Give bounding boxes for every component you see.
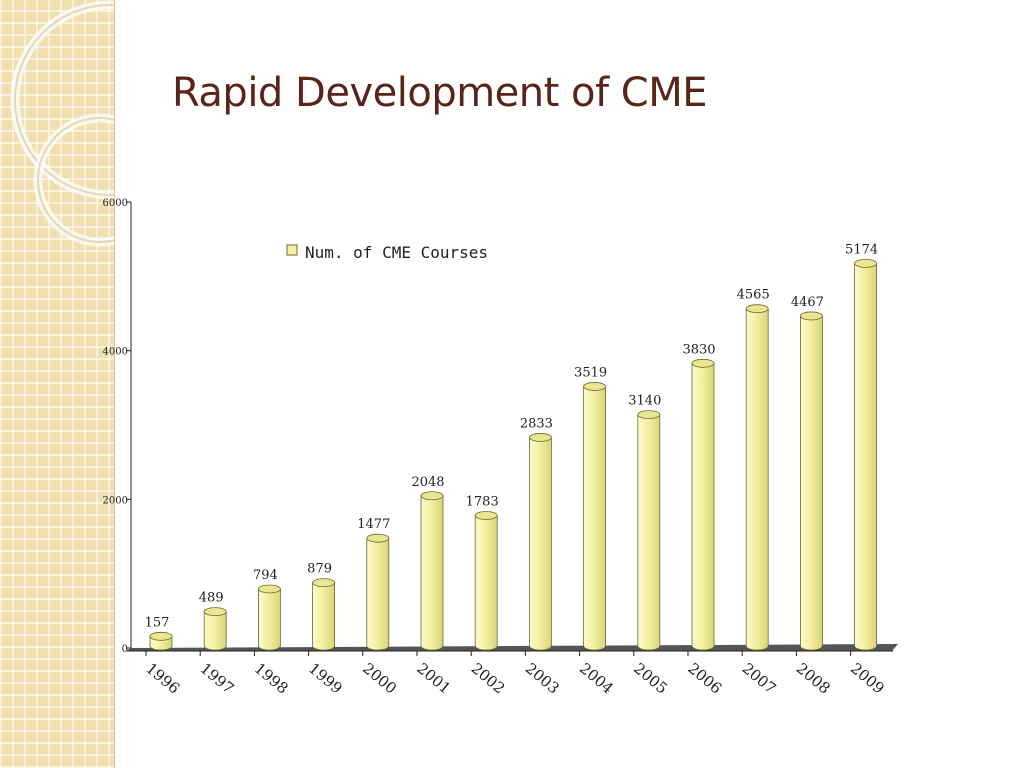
bar-top — [312, 578, 336, 588]
y-tick-label: 2000 — [103, 495, 128, 506]
bars — [149, 258, 877, 651]
bar — [474, 515, 498, 651]
y-tick-label: 6000 — [103, 198, 128, 209]
x-tick-label: 2003 — [522, 659, 563, 697]
x-tick-label: 2002 — [468, 659, 509, 697]
bar-top — [203, 607, 227, 617]
data-label: 489 — [199, 591, 224, 606]
data-label: 3140 — [628, 394, 661, 409]
data-label: 879 — [307, 562, 332, 577]
x-tick-label: 2008 — [793, 659, 834, 697]
x-tick-label: 1999 — [305, 659, 346, 697]
data-label: 3519 — [574, 365, 607, 380]
bar-top — [583, 382, 606, 391]
decorative-rings-icon — [10, 0, 114, 247]
bar-top — [637, 410, 661, 419]
x-tick-label: 1997 — [197, 659, 238, 697]
bar — [203, 611, 227, 651]
bar — [637, 414, 661, 651]
bar — [691, 362, 715, 651]
bar — [800, 315, 823, 651]
data-label: 1477 — [357, 517, 390, 532]
data-label: 2833 — [520, 416, 553, 431]
bar — [312, 582, 335, 651]
bar-top — [257, 584, 281, 594]
y-tick-label: 4000 — [103, 347, 128, 358]
data-labels: 157 489 794 879 1477 2048 1783 2833 3519 3140 3830… — [145, 242, 879, 630]
data-label: 2048 — [411, 475, 444, 490]
x-tick-label: 2005 — [630, 659, 671, 697]
x-tick-label: 2001 — [413, 659, 454, 697]
data-label: 4467 — [791, 295, 824, 310]
data-label: 794 — [253, 568, 278, 583]
data-label: 4565 — [737, 288, 770, 303]
bar-top — [420, 491, 444, 501]
x-tick-label: 2006 — [684, 659, 725, 697]
bar — [583, 386, 606, 651]
bar — [745, 308, 769, 651]
bar-top — [366, 533, 390, 543]
legend: Num. of CME Courses — [286, 243, 488, 262]
chart-floor — [126, 644, 898, 651]
bar — [366, 537, 390, 651]
bar-top — [800, 311, 823, 321]
bar-top — [745, 304, 769, 314]
decorative-side-panel — [0, 0, 115, 768]
bar — [854, 262, 877, 651]
bar — [258, 588, 281, 651]
bar-top — [854, 258, 877, 268]
x-tick-label: 2009 — [847, 659, 888, 697]
x-tick-label: 2007 — [739, 659, 780, 697]
legend-label: Num. of CME Courses — [305, 243, 488, 262]
bar-top — [474, 511, 498, 520]
x-tick-label: 2000 — [359, 659, 400, 697]
bar-top — [149, 631, 173, 641]
x-tick-label: 2004 — [576, 659, 617, 697]
x-tick-label: 1998 — [251, 659, 292, 697]
bar — [420, 495, 444, 651]
data-label: 157 — [145, 615, 170, 630]
data-label: 3830 — [682, 342, 715, 357]
bar — [529, 437, 552, 651]
bar-top — [691, 358, 715, 368]
legend-swatch — [286, 244, 298, 256]
page-title: Rapid Development of CME — [172, 70, 708, 116]
data-label: 5174 — [845, 242, 878, 257]
x-tick-label: 1996 — [142, 659, 183, 697]
bar-top — [529, 433, 552, 442]
y-tick-label: 0 — [122, 644, 128, 655]
data-label: 1783 — [466, 494, 499, 509]
